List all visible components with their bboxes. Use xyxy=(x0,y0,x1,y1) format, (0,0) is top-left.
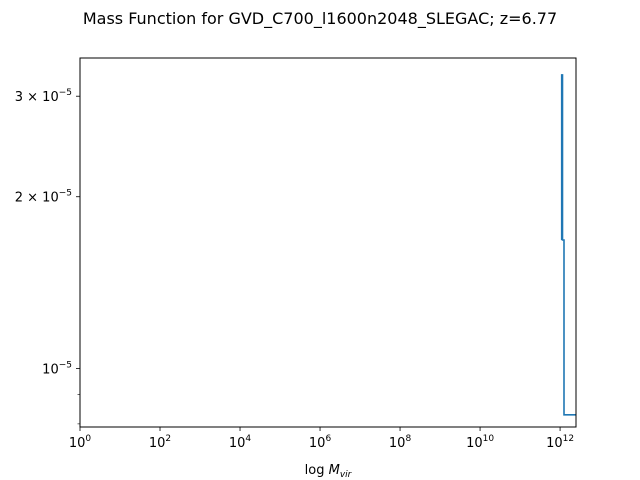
x-tick-label: 102 xyxy=(149,434,171,451)
series-line-0 xyxy=(560,74,576,416)
x-tick-label: 106 xyxy=(309,434,332,451)
y-tick-label: 3 × 10−5 xyxy=(15,88,72,105)
x-axis-ticks: 100 102 104 106 108 1010 1012 xyxy=(69,427,574,451)
plot-area xyxy=(79,57,577,428)
y-tick-label: 2 × 10−5 xyxy=(15,189,72,206)
x-tick-label: 100 xyxy=(69,434,92,451)
x-axis-label: log Mvir xyxy=(305,463,353,480)
x-tick-label: 1010 xyxy=(466,434,494,451)
x-tick-label: 104 xyxy=(229,434,252,451)
y-tick-label: 10−5 xyxy=(42,361,72,378)
x-tick-label: 108 xyxy=(389,434,412,451)
y-axis-ticks: 3 × 10−5 2 × 10−5 10−5 xyxy=(15,88,80,425)
chart-title: Mass Function for GVD_C700_l1600n2048_SL… xyxy=(83,9,557,29)
axes-frame xyxy=(79,57,577,428)
x-tick-label: 1012 xyxy=(546,434,574,451)
